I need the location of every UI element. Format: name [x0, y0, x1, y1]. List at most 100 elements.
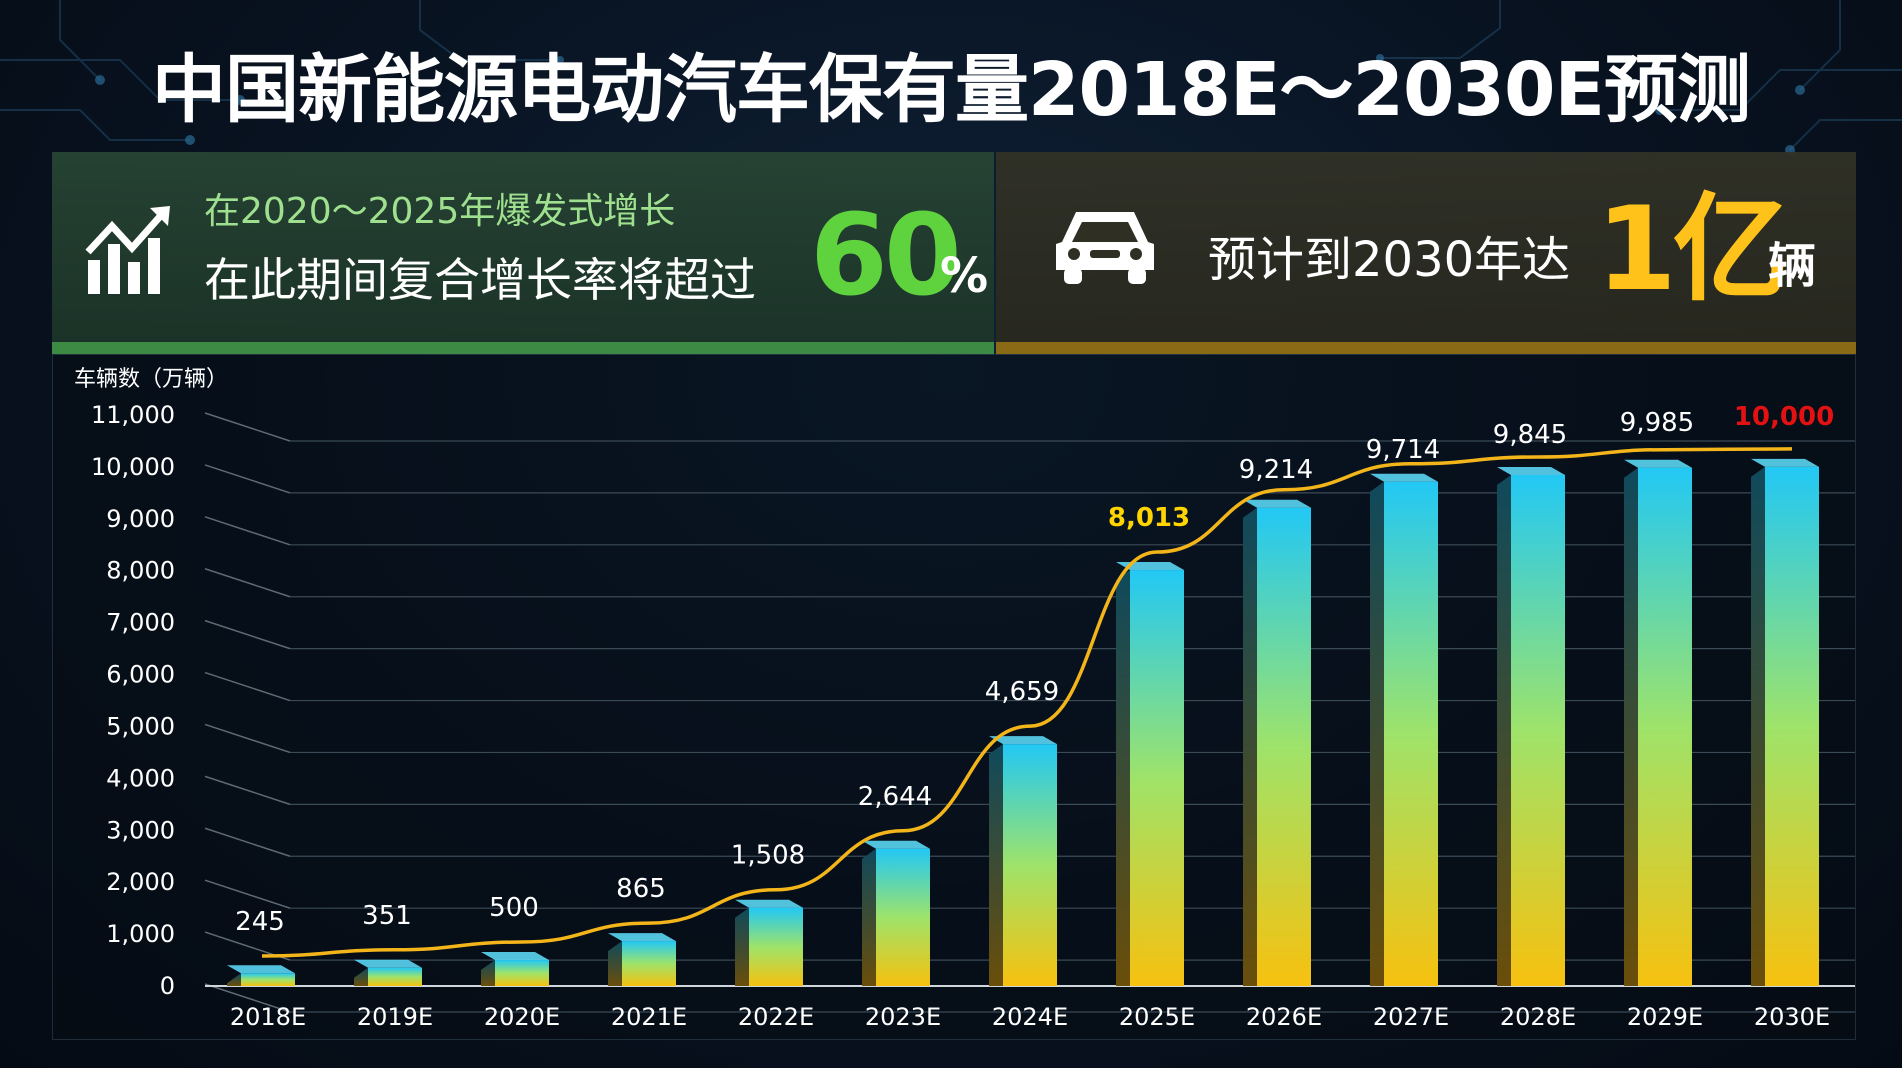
data-label: 8,013 [1108, 503, 1190, 533]
gridline-diagonal [204, 464, 291, 494]
bar-side [1751, 466, 1765, 987]
x-tick-label: 2021E [611, 1003, 687, 1031]
bar [1003, 744, 1057, 986]
x-tick-label: 2018E [230, 1003, 306, 1031]
gridline-diagonal [204, 516, 291, 546]
x-tick-label: 2025E [1119, 1003, 1195, 1031]
growth-rate-unit: % [940, 248, 989, 304]
x-tick-label: 2027E [1373, 1003, 1449, 1031]
gridline-diagonal [204, 879, 291, 909]
x-tick-label: 2028E [1500, 1003, 1576, 1031]
y-axis-label: 车辆数（万辆） [74, 367, 228, 392]
data-label: 9,985 [1620, 408, 1694, 438]
x-tick-label: 2023E [865, 1003, 941, 1031]
y-tick-label: 2,000 [106, 868, 175, 896]
bar-top [862, 840, 930, 849]
y-tick-label: 10,000 [91, 453, 175, 481]
bar-side [608, 941, 622, 986]
bar [1130, 570, 1184, 986]
gridline-diagonal [204, 671, 291, 702]
data-label: 1,508 [731, 841, 805, 871]
y-tick-label: 8,000 [106, 557, 175, 585]
bar-side [1624, 467, 1638, 986]
y-tick-label: 4,000 [106, 764, 175, 792]
bar-top [481, 952, 549, 961]
gridline-diagonal [204, 619, 291, 650]
data-label: 2,644 [858, 782, 932, 812]
data-label: 9,845 [1493, 420, 1567, 450]
growth-banner: 在2020～2025年爆发式增长 在此期间复合增长率将超过 60 % [52, 152, 994, 354]
bar [876, 848, 930, 986]
gridline-diagonal [204, 412, 291, 442]
y-tick-label: 7,000 [106, 609, 175, 637]
data-label: 351 [362, 901, 412, 931]
bar-top [227, 965, 295, 974]
growth-chart-icon [85, 206, 170, 294]
data-label: 9,714 [1366, 435, 1440, 465]
x-tick-label: 2029E [1627, 1003, 1703, 1031]
growth-subtitle: 在2020～2025年爆发式增长 [204, 191, 676, 232]
x-tick-label: 2020E [484, 1003, 560, 1031]
car-icon [1056, 212, 1154, 284]
target-headline: 预计到2030年达 [1208, 232, 1571, 288]
data-label: 4,659 [985, 677, 1059, 707]
x-tick-label: 2022E [738, 1003, 814, 1031]
y-tick-label: 3,000 [106, 816, 175, 844]
bar-side [1243, 507, 1257, 986]
bar-side [227, 973, 241, 986]
target-banner: 预计到2030年达 1亿 辆 [996, 152, 1856, 354]
bar-side [735, 907, 749, 986]
bar [495, 960, 549, 986]
bar [368, 967, 422, 986]
y-tick-label: 0 [160, 972, 175, 1000]
y-tick-label: 5,000 [106, 712, 175, 740]
bar-top [989, 736, 1057, 745]
page-title: 中国新能源电动汽车保有量2018E～2030E预测 [151, 47, 1751, 133]
y-tick-label: 6,000 [106, 661, 175, 689]
bar-top [354, 959, 422, 968]
bar [1384, 481, 1438, 986]
gridline-diagonal [204, 983, 291, 1013]
x-tick-label: 2030E [1754, 1003, 1830, 1031]
bar [1765, 466, 1819, 987]
bar-side [1370, 481, 1384, 986]
growth-headline: 在此期间复合增长率将超过 [204, 253, 756, 307]
x-tick-label: 2026E [1246, 1003, 1322, 1031]
bar-top [1497, 466, 1565, 475]
x-tick-label: 2024E [992, 1003, 1068, 1031]
y-tick-label: 1,000 [106, 920, 175, 948]
gridline-diagonal [204, 568, 291, 598]
y-tick-label: 9,000 [106, 505, 175, 533]
bar-side [354, 967, 368, 986]
bar-top [1624, 459, 1692, 468]
target-value: 1亿 [1596, 182, 1789, 317]
bar-top [1243, 499, 1311, 508]
gridline-diagonal [204, 723, 291, 754]
bar-top [1751, 458, 1819, 467]
bar-side [989, 744, 1003, 986]
bar [1257, 507, 1311, 986]
y-tick-label: 11,000 [91, 401, 175, 429]
bar [749, 907, 803, 986]
bar-side [862, 848, 876, 986]
bar [1511, 474, 1565, 986]
data-label: 9,214 [1239, 455, 1313, 485]
x-tick-label: 2019E [357, 1003, 433, 1031]
data-label: 245 [235, 907, 285, 937]
bar [1638, 467, 1692, 986]
data-label: 865 [616, 874, 666, 904]
bar-top [608, 933, 676, 942]
bar-top [1370, 473, 1438, 482]
target-unit: 辆 [1768, 238, 1817, 294]
bar-top [735, 899, 803, 908]
bar-side [481, 960, 495, 986]
growth-rate-value: 60 [810, 191, 962, 321]
bar [622, 941, 676, 986]
data-label: 500 [489, 893, 539, 923]
bar-side [1497, 474, 1511, 986]
bar [241, 973, 295, 986]
trend-curve [261, 447, 1793, 958]
bar-side [1116, 570, 1130, 986]
gridline-diagonal [204, 775, 291, 806]
